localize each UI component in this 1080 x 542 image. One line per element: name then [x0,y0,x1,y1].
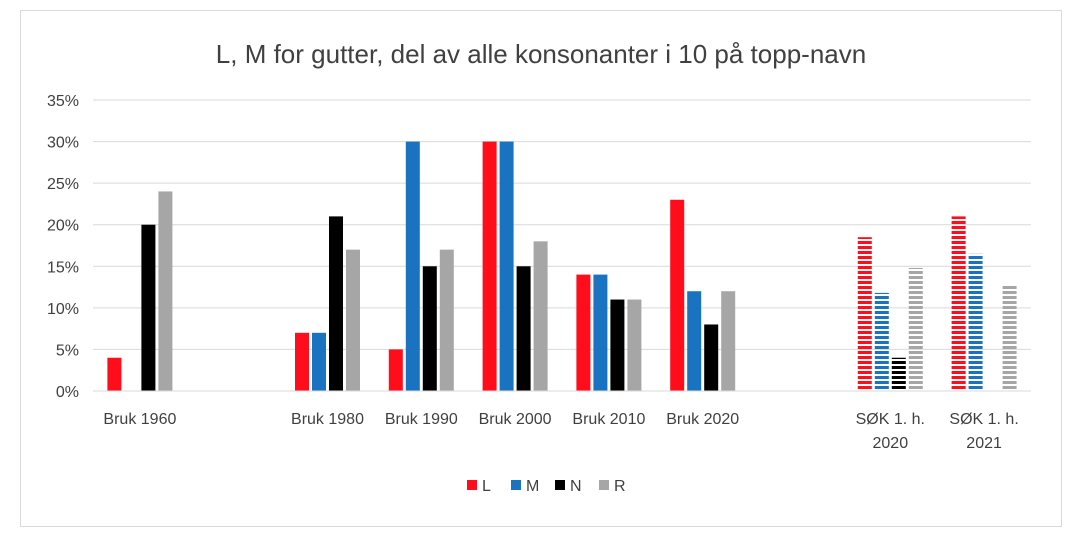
bar-m [968,253,983,391]
y-tick-label: 30% [47,135,79,152]
bar-l [857,237,872,391]
x-tick-label: Bruk 2010 [572,411,645,428]
bar-m [593,274,608,391]
legend-label-r: R [614,478,626,495]
chart-title: L, M for gutter, del av alle konsonanter… [216,39,866,69]
legend-label-l: L [482,478,491,495]
legend-swatch-r [599,480,609,490]
y-tick-label: 25% [47,176,79,193]
y-tick-label: 10% [47,301,79,318]
legend-label-m: M [526,478,539,495]
bar-n [422,266,437,391]
y-tick-label: 0% [56,384,79,401]
bar-n [516,266,531,391]
x-axis-labels: Bruk 1960 Bruk 1980 Bruk 1990 Bruk 2000 Bruk… [103,411,1018,452]
x-tick-label: Bruk 1990 [385,411,458,428]
bar-r [721,291,736,391]
bar-r [533,241,548,391]
bar-chart: L, M for gutter, del av alle konsonanter… [47,39,1031,495]
bar-m [499,141,514,391]
legend-swatch-m [511,480,521,490]
y-tick-label: 5% [56,342,79,359]
chart-frame: L, M for gutter, del av alle konsonanter… [20,10,1062,527]
y-axis-ticks: 0% 5% 10% 15% 20% 25% 30% 35% [47,93,79,401]
bar-r [439,249,454,391]
bar-n [704,324,719,391]
bar-l [951,216,966,391]
gridlines [93,99,1031,350]
x-tick-label: Bruk 1980 [291,411,364,428]
y-tick-label: 35% [47,93,79,110]
bar-r [627,299,642,391]
bar-l [107,357,122,391]
bar-r [158,191,173,391]
bar-l [295,332,309,391]
legend-swatch-n [555,480,565,490]
bar-l [388,349,403,391]
bar-m [874,292,889,391]
x-tick-label: Bruk 2000 [479,411,552,428]
x-tick-label: Bruk 2020 [666,411,739,428]
bar-l [576,274,591,391]
bar-n [610,299,625,391]
bar-r [1002,284,1017,391]
bar-m [687,291,702,391]
bar-l [670,199,685,391]
bar-n [141,224,156,391]
bar-n [329,216,343,391]
bar-r [908,267,923,391]
bar-l [482,141,497,391]
y-tick-label: 20% [47,218,79,235]
bar-n [891,357,906,391]
bar-r [346,249,360,391]
bar-m [312,332,326,391]
y-tick-label: 15% [47,259,79,276]
legend-label-n: N [570,478,582,495]
x-tick-label: Bruk 1960 [103,411,176,428]
x-tick-label: SØK 1. h. 2021 [949,411,1018,452]
x-tick-label: SØK 1. h. 2020 [856,411,925,452]
bar-m [405,141,420,391]
legend-swatch-l [467,480,477,490]
bars [107,141,1017,391]
